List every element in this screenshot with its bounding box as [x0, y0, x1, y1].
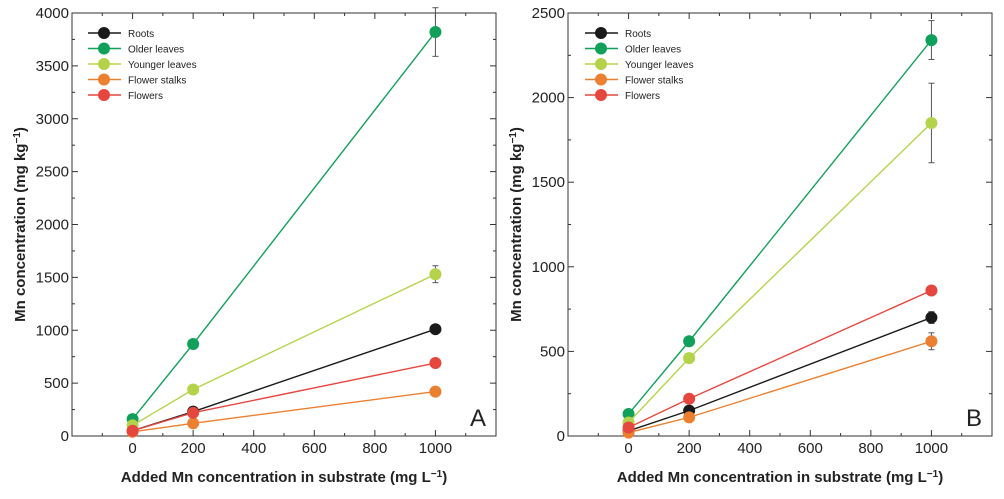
data-point — [187, 337, 200, 350]
legend-entry: Roots — [128, 29, 154, 40]
y-tick-label: 1500 — [532, 174, 565, 191]
legend-entry: Flowers — [625, 91, 660, 102]
x-tick-label: 200 — [677, 440, 702, 457]
data-point — [683, 411, 696, 424]
y-tick-label: 2000 — [36, 217, 69, 234]
y-tick-label: 3000 — [36, 111, 69, 128]
series-flowers — [126, 357, 442, 437]
series-line — [132, 31, 436, 420]
x-axis-label: Added Mn concentration in substrate (mg … — [121, 469, 447, 487]
series-older-leaves — [622, 20, 938, 421]
y-tick-label: 2500 — [532, 5, 565, 22]
y-tick-label: 2000 — [532, 90, 565, 107]
legend-entry: Younger leaves — [625, 60, 694, 71]
y-axis-label: Mn concentration (mg kg−1) — [508, 127, 526, 322]
x-tick-label: 800 — [858, 440, 883, 457]
y-tick-label: 0 — [61, 428, 69, 445]
data-point — [429, 385, 442, 398]
x-tick-label: 400 — [241, 440, 266, 457]
x-tick-label: 1000 — [915, 440, 948, 457]
legend-entry: Flowers — [128, 91, 163, 102]
y-tick-label: 4000 — [36, 5, 69, 22]
y-tick-label: 0 — [557, 428, 565, 445]
data-point — [429, 357, 442, 370]
y-tick-label: 2500 — [36, 164, 69, 181]
data-point — [187, 417, 200, 430]
data-point — [925, 335, 938, 348]
data-point — [126, 424, 139, 437]
series-line — [628, 340, 932, 434]
panel-label: B — [966, 405, 982, 432]
series-flowers — [622, 284, 938, 434]
series-flower-stalks — [622, 332, 938, 439]
series-roots — [622, 311, 938, 437]
legend-entry: Older leaves — [128, 45, 184, 56]
data-point — [683, 352, 696, 365]
data-point — [187, 406, 200, 419]
x-tick-label: 0 — [624, 440, 632, 457]
legend-swatch-marker — [98, 58, 110, 70]
data-point — [429, 323, 442, 336]
x-tick-label: 400 — [737, 440, 762, 457]
legend-entry: Younger leaves — [128, 60, 197, 71]
legend-swatch-marker — [595, 42, 607, 55]
x-tick-label: 0 — [128, 440, 136, 457]
series-line — [132, 273, 436, 427]
legend-swatch-marker — [98, 73, 110, 86]
y-tick-label: 500 — [540, 343, 565, 360]
y-tick-label: 1500 — [36, 269, 69, 286]
data-point — [925, 311, 938, 324]
chart-panel-b: 0 200 400 600 800 1000 0 500 1000 1500 2000 2500 Add… — [508, 5, 993, 486]
x-tick-label: 200 — [181, 440, 206, 457]
legend-entry: Roots — [625, 29, 651, 40]
legend-swatch-marker — [595, 27, 607, 39]
x-tick-label: 1000 — [419, 440, 452, 457]
x-axis-label: Added Mn concentration in substrate (mg … — [617, 469, 943, 487]
series-line — [132, 328, 436, 432]
series-younger-leaves — [126, 265, 442, 432]
data-point — [429, 26, 442, 39]
series-line — [628, 122, 932, 423]
y-tick-label: 3500 — [36, 58, 69, 75]
data-point — [925, 284, 938, 297]
y-tick-label: 500 — [44, 375, 69, 392]
legend-swatch-marker — [595, 73, 607, 86]
legend-swatch-marker — [98, 27, 110, 39]
data-point — [925, 116, 938, 129]
data-point — [622, 408, 635, 421]
legend-entry: Flower stalks — [128, 76, 186, 87]
x-tick-label: 600 — [798, 440, 823, 457]
y-axis-label: Mn concentration (mg kg−1) — [12, 127, 30, 322]
legend: Roots Older leaves Younger leaves Flower st… — [88, 27, 197, 102]
legend-swatch-marker — [595, 58, 607, 70]
legend-swatch-marker — [98, 42, 110, 55]
y-tick-label: 1000 — [36, 322, 69, 339]
data-point — [683, 392, 696, 405]
data-point — [429, 268, 442, 281]
chart-panel-a: 0 200 400 600 800 1000 0 500 1000 1500 2000 2500 300… — [12, 5, 497, 486]
legend-swatch-marker — [595, 89, 607, 101]
series-younger-leaves — [622, 82, 938, 429]
data-point — [622, 421, 635, 434]
legend: Roots Older leaves Younger leaves Flower st… — [585, 27, 694, 102]
x-tick-label: 600 — [302, 440, 327, 457]
data-point — [683, 335, 696, 348]
legend-swatch-marker — [98, 89, 110, 101]
y-tick-label: 1000 — [532, 259, 565, 276]
series-roots — [126, 323, 442, 437]
data-point — [187, 383, 200, 396]
panel-label: A — [470, 405, 486, 432]
legend-entry: Flower stalks — [625, 76, 683, 87]
x-tick-label: 800 — [362, 440, 387, 457]
data-point — [925, 34, 938, 47]
legend-entry: Older leaves — [625, 45, 681, 56]
series-line — [132, 390, 436, 433]
